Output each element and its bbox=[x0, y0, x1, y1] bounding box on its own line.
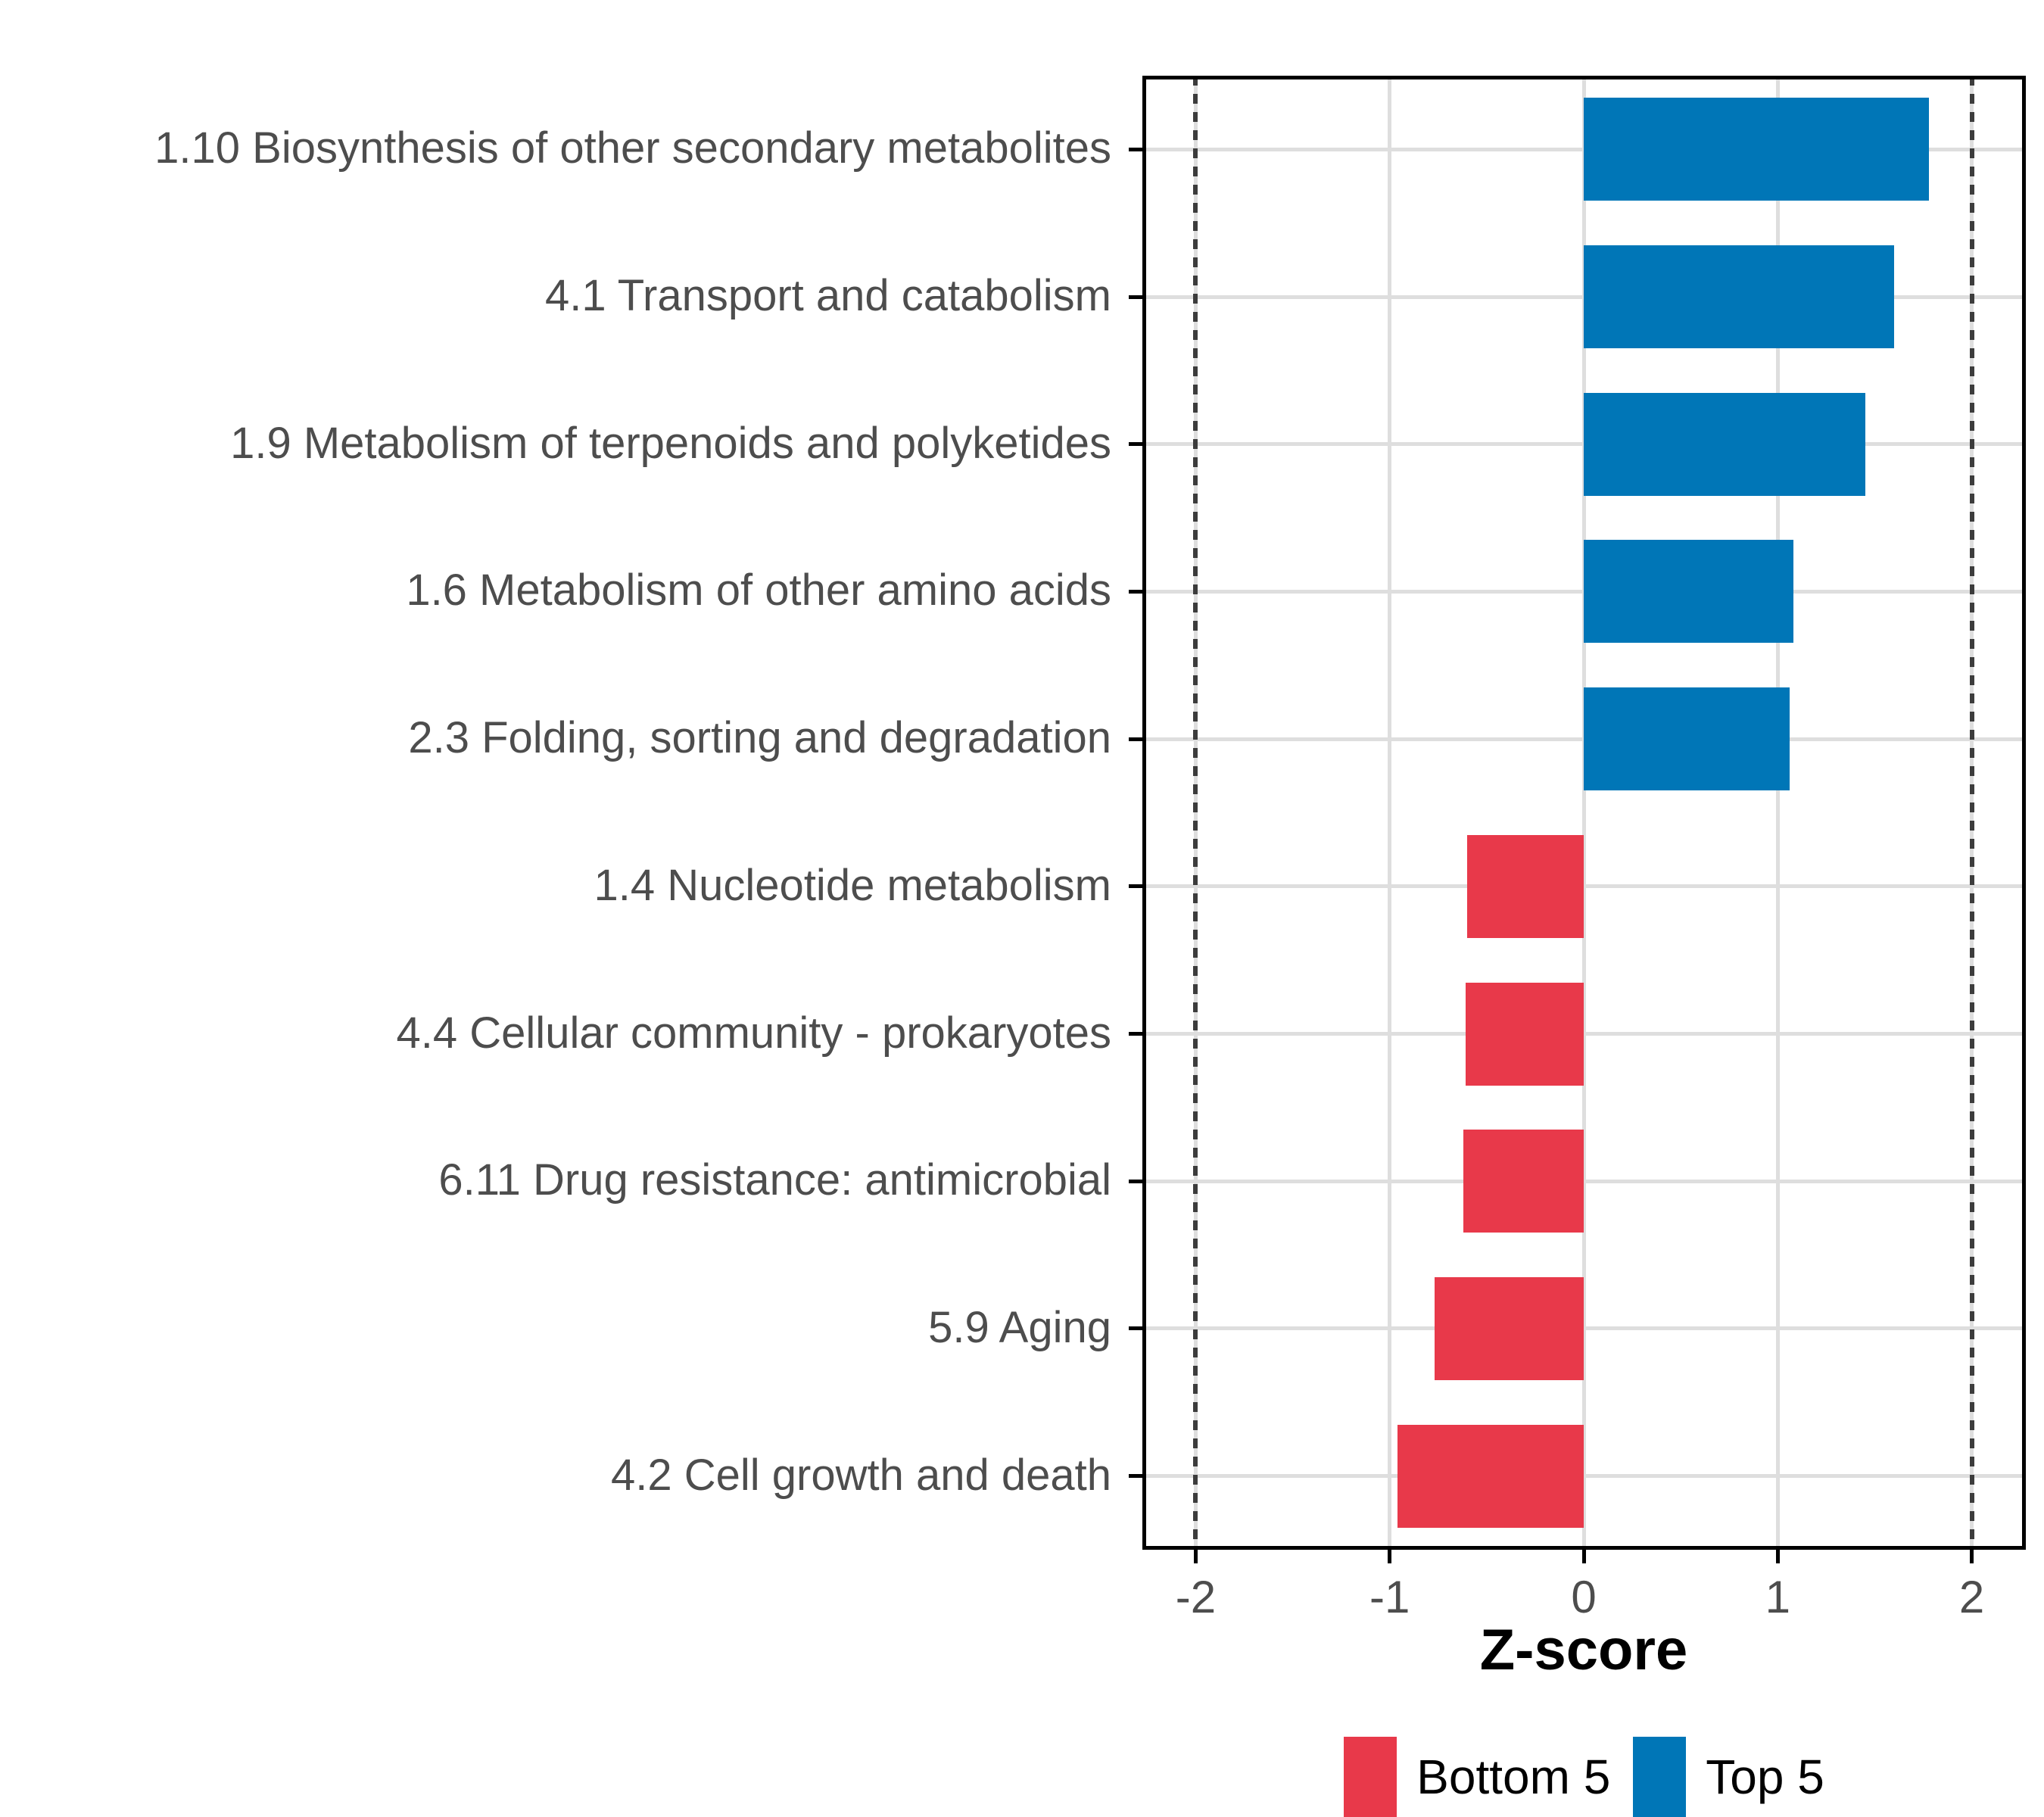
x-axis-tick bbox=[1581, 1550, 1586, 1563]
y-axis-tick bbox=[1129, 442, 1142, 447]
x-tick-label: 0 bbox=[1571, 1572, 1597, 1622]
y-category-label: 1.9 Metabolism of terpenoids and polyket… bbox=[230, 418, 1111, 468]
y-axis-tick bbox=[1129, 1326, 1142, 1331]
y-category-label: 1.6 Metabolism of other amino acids bbox=[406, 566, 1111, 616]
y-axis-tick bbox=[1129, 589, 1142, 594]
x-axis-tick bbox=[1775, 1550, 1780, 1563]
legend-item-bottom-5: Bottom 5 bbox=[1344, 1737, 1610, 1817]
y-category-label: 1.10 Biosynthesis of other secondary met… bbox=[154, 123, 1111, 173]
legend-color-swatch bbox=[1344, 1737, 1397, 1817]
y-axis-tick bbox=[1129, 737, 1142, 741]
bar-4-4-cellular-community-prokaryotes bbox=[1465, 982, 1584, 1086]
bar-5-9-aging bbox=[1434, 1276, 1584, 1380]
x-axis-title: Z-score bbox=[1479, 1618, 1688, 1682]
y-category-label: 4.2 Cell growth and death bbox=[611, 1450, 1111, 1500]
y-axis-tick bbox=[1129, 884, 1142, 889]
gridline-vertical bbox=[1775, 76, 1780, 1550]
legend-color-swatch bbox=[1633, 1737, 1687, 1817]
y-axis-tick bbox=[1129, 147, 1142, 151]
bar-1-10-biosynthesis-of-other-secondary-metabolites bbox=[1584, 98, 1930, 201]
legend-label: Bottom 5 bbox=[1416, 1750, 1611, 1804]
gridline-horizontal bbox=[1142, 1179, 2026, 1183]
gridline-horizontal bbox=[1142, 884, 2026, 889]
gridline-horizontal bbox=[1142, 1326, 2026, 1331]
bar-2-3-folding-sorting-and-degradation bbox=[1584, 687, 1790, 791]
x-axis-tick bbox=[1388, 1550, 1392, 1563]
y-category-label: 6.11 Drug resistance: antimicrobial bbox=[438, 1155, 1111, 1205]
bar-4-1-transport-and-catabolism bbox=[1584, 245, 1895, 349]
y-axis-tick bbox=[1129, 295, 1142, 299]
y-category-label: 4.1 Transport and catabolism bbox=[545, 271, 1111, 321]
y-category-label: 5.9 Aging bbox=[928, 1303, 1111, 1353]
y-axis-tick bbox=[1129, 1474, 1142, 1479]
y-category-label: 2.3 Folding, sorting and degradation bbox=[408, 713, 1111, 763]
dotted-guide-line bbox=[1193, 76, 1198, 1550]
x-tick-label: 2 bbox=[1958, 1572, 1985, 1622]
legend-item-top-5: Top 5 bbox=[1633, 1737, 1824, 1817]
gridline-horizontal bbox=[1142, 1032, 2026, 1036]
x-tick-label: -1 bbox=[1369, 1572, 1410, 1622]
bar-1-6-metabolism-of-other-amino-acids bbox=[1584, 540, 1793, 644]
legend: Bottom 5 Top 5 bbox=[1142, 1728, 2026, 1817]
gridline-vertical bbox=[1581, 76, 1586, 1550]
dotted-guide-line bbox=[1969, 76, 1974, 1550]
bar-6-11-drug-resistance-antimicrobial bbox=[1463, 1130, 1584, 1233]
bar-1-9-metabolism-of-terpenoids-and-polyketides bbox=[1584, 392, 1865, 496]
x-axis-tick bbox=[1970, 1550, 1974, 1563]
gridline-horizontal bbox=[1142, 1474, 2026, 1479]
y-axis-tick bbox=[1129, 1032, 1142, 1036]
bar-4-2-cell-growth-and-death bbox=[1397, 1424, 1584, 1528]
y-axis-tick bbox=[1129, 1179, 1142, 1183]
x-tick-label: 1 bbox=[1765, 1572, 1790, 1622]
bar-1-4-nucleotide-metabolism bbox=[1467, 834, 1584, 938]
x-axis-tick bbox=[1193, 1550, 1198, 1563]
x-tick-label: -2 bbox=[1175, 1572, 1217, 1622]
y-category-label: 1.4 Nucleotide metabolism bbox=[594, 861, 1111, 911]
gridline-vertical bbox=[1388, 76, 1392, 1550]
y-category-label: 4.4 Cellular community - prokaryotes bbox=[396, 1008, 1111, 1058]
plot-panel bbox=[1142, 76, 2026, 1550]
legend-label: Top 5 bbox=[1706, 1750, 1824, 1804]
